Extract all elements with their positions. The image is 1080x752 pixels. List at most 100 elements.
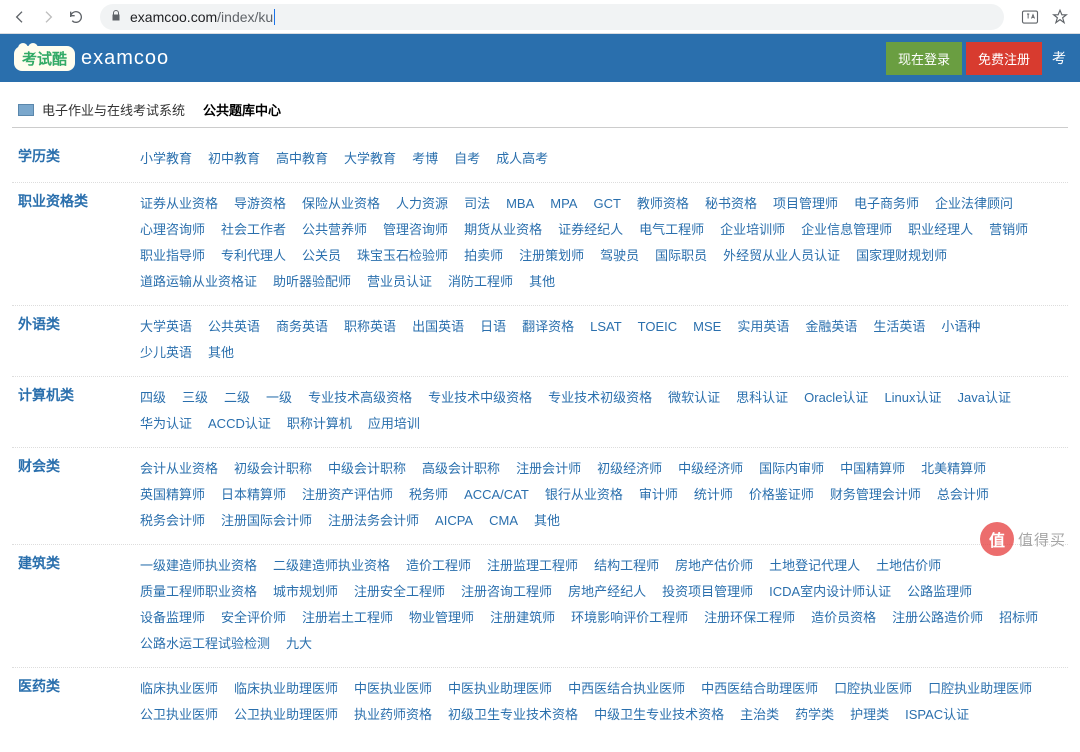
category-link[interactable]: ICDA室内设计师认证: [769, 579, 891, 605]
category-link[interactable]: 总会计师: [937, 482, 989, 508]
category-link[interactable]: 其他: [208, 340, 234, 366]
category-link[interactable]: 企业信息管理师: [801, 217, 892, 243]
category-label[interactable]: 学历类: [18, 146, 140, 172]
category-link[interactable]: 土地登记代理人: [769, 553, 860, 579]
category-link[interactable]: 日本精算师: [221, 482, 286, 508]
category-link[interactable]: 专业技术中级资格: [428, 385, 532, 411]
category-link[interactable]: ACCA/CAT: [464, 482, 529, 508]
category-link[interactable]: 注册会计师: [516, 456, 581, 482]
category-label[interactable]: 外语类: [18, 314, 140, 366]
category-link[interactable]: 管理咨询师: [383, 217, 448, 243]
category-link[interactable]: 自考: [454, 146, 480, 172]
category-link[interactable]: MSE: [693, 314, 721, 340]
category-link[interactable]: 中国精算师: [840, 456, 905, 482]
header-extra-link[interactable]: 考: [1052, 48, 1066, 68]
category-link[interactable]: AICPA: [435, 508, 473, 534]
category-link[interactable]: 其他: [529, 269, 555, 295]
category-label[interactable]: 建筑类: [18, 553, 140, 657]
category-link[interactable]: 护理类: [850, 702, 889, 728]
category-link[interactable]: 人力资源: [396, 191, 448, 217]
category-link[interactable]: 质量工程师职业资格: [140, 579, 257, 605]
category-link[interactable]: 公共英语: [208, 314, 260, 340]
url-bar[interactable]: examcoo.com/index/ku: [100, 4, 1004, 30]
category-link[interactable]: 中级经济师: [678, 456, 743, 482]
category-link[interactable]: 环境影响评价工程师: [571, 605, 688, 631]
category-link[interactable]: 其他: [534, 508, 560, 534]
category-link[interactable]: 注册监理工程师: [487, 553, 578, 579]
category-link[interactable]: 证券从业资格: [140, 191, 218, 217]
category-link[interactable]: 翻译资格: [522, 314, 574, 340]
category-link[interactable]: 心理咨询师: [140, 217, 205, 243]
category-link[interactable]: 公路监理师: [907, 579, 972, 605]
category-link[interactable]: 一级: [266, 385, 292, 411]
category-link[interactable]: 造价工程师: [406, 553, 471, 579]
category-link[interactable]: 九大: [286, 631, 312, 657]
category-link[interactable]: 秘书资格: [705, 191, 757, 217]
category-link[interactable]: 营业员认证: [367, 269, 432, 295]
category-link[interactable]: 税务会计师: [140, 508, 205, 534]
category-link[interactable]: 高级会计职称: [422, 456, 500, 482]
category-link[interactable]: 少儿英语: [140, 340, 192, 366]
category-link[interactable]: 日语: [480, 314, 506, 340]
category-link[interactable]: 保险从业资格: [302, 191, 380, 217]
category-link[interactable]: 药学类: [795, 702, 834, 728]
category-link[interactable]: MBA: [506, 191, 534, 217]
category-link[interactable]: 价格鉴证师: [749, 482, 814, 508]
category-link[interactable]: MPA: [550, 191, 577, 217]
category-label[interactable]: 财会类: [18, 456, 140, 534]
category-link[interactable]: ACCD认证: [208, 411, 271, 437]
category-link[interactable]: 执业药师资格: [354, 702, 432, 728]
category-link[interactable]: 财务管理会计师: [830, 482, 921, 508]
category-link[interactable]: 公卫执业医师: [140, 702, 218, 728]
category-link[interactable]: 消防工程师: [448, 269, 513, 295]
category-link[interactable]: 招标师: [999, 605, 1038, 631]
category-link[interactable]: 公路水运工程试验检测: [140, 631, 270, 657]
category-link[interactable]: 一级建造师执业资格: [140, 553, 257, 579]
forward-button[interactable]: [36, 5, 60, 29]
category-link[interactable]: 司法: [464, 191, 490, 217]
category-link[interactable]: 二级: [224, 385, 250, 411]
category-link[interactable]: 注册公路造价师: [892, 605, 983, 631]
category-link[interactable]: 应用培训: [368, 411, 420, 437]
category-link[interactable]: 注册岩土工程师: [302, 605, 393, 631]
category-link[interactable]: TOEIC: [638, 314, 678, 340]
category-link[interactable]: 考博: [412, 146, 438, 172]
category-link[interactable]: 金融英语: [805, 314, 857, 340]
category-link[interactable]: 社会工作者: [221, 217, 286, 243]
category-link[interactable]: 出国英语: [412, 314, 464, 340]
category-link[interactable]: 企业培训师: [720, 217, 785, 243]
category-link[interactable]: 大学英语: [140, 314, 192, 340]
category-link[interactable]: 造价员资格: [811, 605, 876, 631]
category-link[interactable]: 专业技术高级资格: [308, 385, 412, 411]
category-label[interactable]: 计算机类: [18, 385, 140, 437]
category-link[interactable]: 四级: [140, 385, 166, 411]
category-link[interactable]: 初级经济师: [597, 456, 662, 482]
category-link[interactable]: 注册安全工程师: [354, 579, 445, 605]
category-link[interactable]: ISPAC认证: [905, 702, 969, 728]
category-link[interactable]: 临床执业医师: [140, 676, 218, 702]
category-link[interactable]: 中医执业助理医师: [448, 676, 552, 702]
category-link[interactable]: 初级会计职称: [234, 456, 312, 482]
category-link[interactable]: 注册建筑师: [490, 605, 555, 631]
category-link[interactable]: 珠宝玉石检验师: [357, 243, 448, 269]
category-link[interactable]: 注册咨询工程师: [461, 579, 552, 605]
category-link[interactable]: 职业指导师: [140, 243, 205, 269]
category-link[interactable]: 注册国际会计师: [221, 508, 312, 534]
category-link[interactable]: 土地估价师: [876, 553, 941, 579]
register-button[interactable]: 免费注册: [966, 42, 1042, 75]
category-link[interactable]: 房地产估价师: [675, 553, 753, 579]
category-link[interactable]: 职称英语: [344, 314, 396, 340]
category-link[interactable]: LSAT: [590, 314, 622, 340]
category-link[interactable]: 设备监理师: [140, 605, 205, 631]
login-button[interactable]: 现在登录: [886, 42, 962, 75]
category-link[interactable]: 小语种: [941, 314, 980, 340]
category-link[interactable]: 大学教育: [344, 146, 396, 172]
category-link[interactable]: 中西医结合助理医师: [701, 676, 818, 702]
category-link[interactable]: 教师资格: [637, 191, 689, 217]
category-link[interactable]: 投资项目管理师: [662, 579, 753, 605]
category-link[interactable]: 中医执业医师: [354, 676, 432, 702]
category-link[interactable]: 主治类: [740, 702, 779, 728]
category-link[interactable]: 二级建造师执业资格: [273, 553, 390, 579]
category-link[interactable]: CMA: [489, 508, 518, 534]
category-link[interactable]: 营销师: [989, 217, 1028, 243]
